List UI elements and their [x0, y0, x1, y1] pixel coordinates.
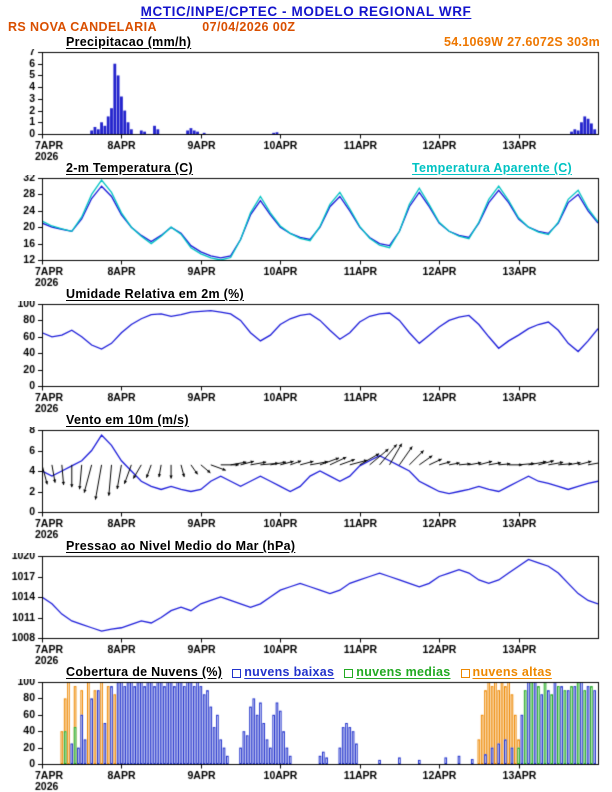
mid-clouds-legend-swatch [344, 669, 354, 678]
precipitation-title: Precipitacao (mm/h) [66, 35, 192, 49]
cloud-cover-chart [0, 679, 612, 791]
station-name: RS NOVA CANDELARIA [8, 20, 157, 34]
panel-temperature: 2-m Temperatura (C) Temperatura Aparente… [0, 161, 612, 287]
run-timestamp: 07/04/2026 00Z [202, 20, 296, 34]
mid-clouds-legend-label: nuvens medias [356, 665, 451, 679]
panel-pressure: Pressao ao Nivel Medio do Mar (hPa) [0, 539, 612, 665]
low-clouds-legend-label: nuvens baixas [244, 665, 335, 679]
panel-precipitation: Precipitacao (mm/h) 54.1069W 27.6072S 30… [0, 35, 612, 161]
station-run-row: RS NOVA CANDELARIA 07/04/2026 00Z [0, 20, 612, 35]
panel-cloud-cover: Cobertura de Nuvens (%) nuvens baixas nu… [0, 665, 612, 791]
precipitation-chart [0, 49, 612, 161]
high-clouds-legend-swatch [460, 669, 470, 678]
wind-chart [0, 427, 612, 539]
app-header-title: MCTIC/INPE/CPTEC - MODELO REGIONAL WRF [140, 4, 472, 19]
relative-humidity-chart [0, 301, 612, 413]
cloud-cover-title: Cobertura de Nuvens (%) [66, 665, 223, 679]
panel-wind: Vento em 10m (m/s) [0, 413, 612, 539]
apparent-temperature-label: Temperatura Aparente (C) [411, 161, 572, 175]
low-clouds-legend-swatch [232, 669, 242, 678]
pressure-title: Pressao ao Nivel Medio do Mar (hPa) [66, 539, 296, 553]
station-coordinates: 54.1069W 27.6072S 303m [443, 35, 600, 49]
wind-title: Vento em 10m (m/s) [66, 413, 189, 427]
panel-relative-humidity: Umidade Relativa em 2m (%) [0, 287, 612, 413]
temperature-chart [0, 175, 612, 287]
temperature-title: 2-m Temperatura (C) [66, 161, 194, 175]
pressure-chart [0, 553, 612, 665]
relative-humidity-title: Umidade Relativa em 2m (%) [66, 287, 244, 301]
high-clouds-legend-label: nuvens altas [472, 665, 552, 679]
